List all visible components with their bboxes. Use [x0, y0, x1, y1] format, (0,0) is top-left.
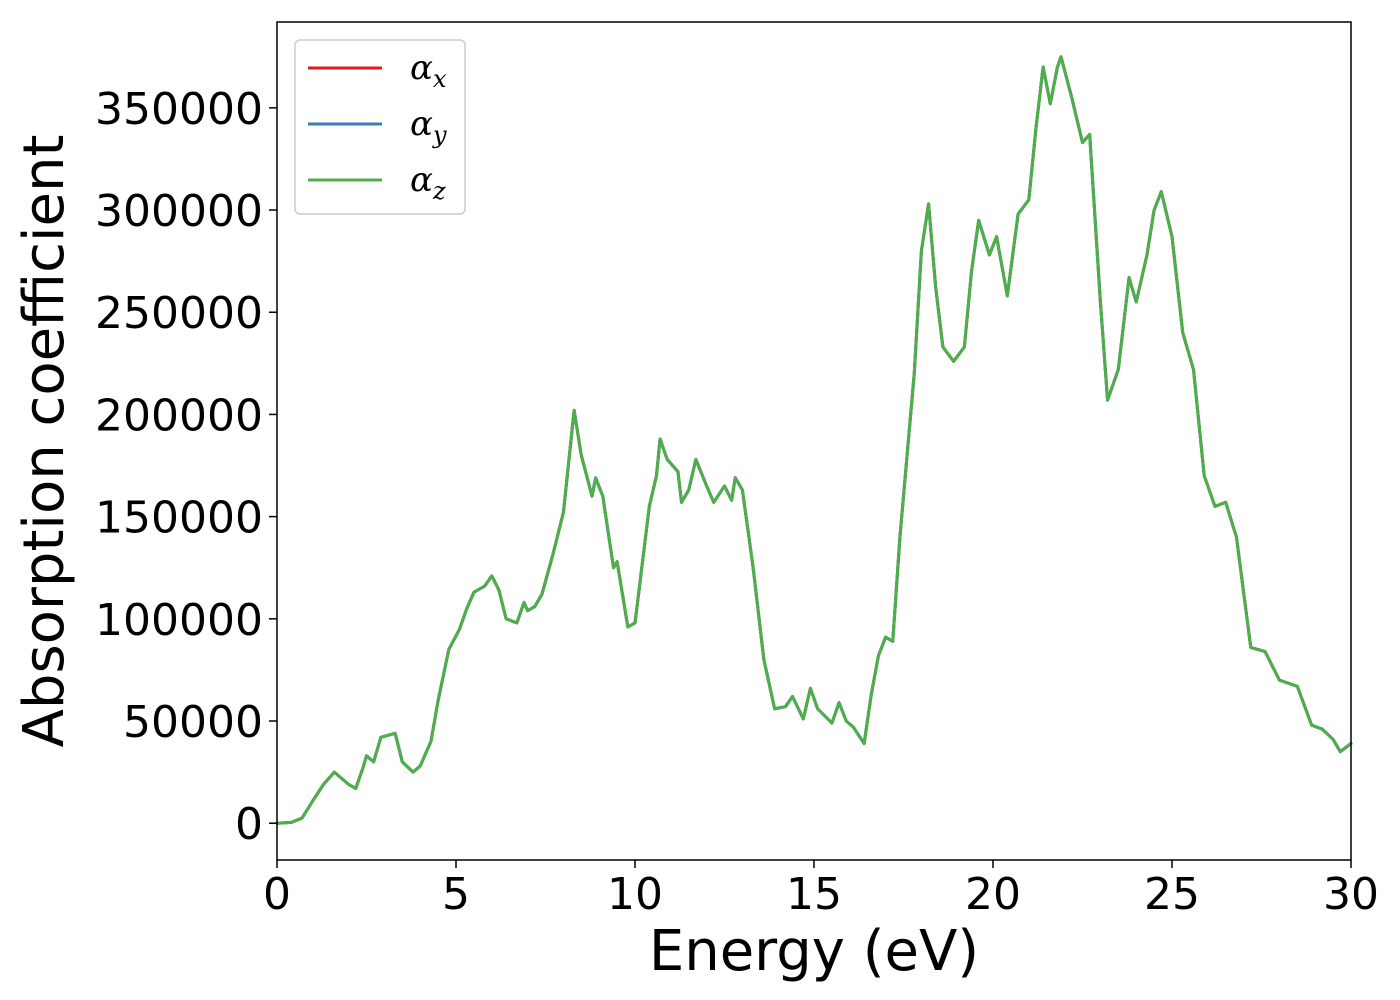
- x-tick-label: 25: [1144, 869, 1200, 920]
- y-tick-label: 100000: [95, 595, 263, 646]
- series-layer: [275, 55, 1353, 825]
- y-axis-title: Absorption coefficient: [12, 135, 77, 748]
- series-line-z: [275, 55, 1353, 825]
- x-tick-label: 0: [263, 869, 291, 920]
- y-tick-label: 50000: [123, 697, 263, 748]
- x-tick-label: 30: [1323, 869, 1379, 920]
- x-tick-label: 10: [607, 869, 663, 920]
- x-axis-ticks: 0 5 10 15 20 25 30: [263, 860, 1379, 920]
- x-axis-title: Energy (eV): [649, 919, 979, 984]
- x-tick-label: 15: [786, 869, 842, 920]
- x-tick-label: 20: [965, 869, 1021, 920]
- y-tick-label: 350000: [95, 84, 263, 135]
- y-tick-label: 0: [235, 799, 263, 850]
- legend: αx αy αz: [294, 39, 466, 215]
- y-tick-label: 300000: [95, 186, 263, 237]
- y-tick-label: 250000: [95, 288, 263, 339]
- legend-label-y: αy: [410, 104, 447, 149]
- legend-label-z: αz: [410, 160, 446, 205]
- x-tick-label: 5: [442, 869, 470, 920]
- legend-box: [294, 39, 466, 215]
- legend-label-x: αx: [410, 48, 447, 93]
- y-tick-label: 150000: [95, 493, 263, 544]
- y-axis-ticks: 0 50000 100000 150000 200000 250000 300000 3500…: [95, 84, 277, 850]
- y-tick-label: 200000: [95, 390, 263, 441]
